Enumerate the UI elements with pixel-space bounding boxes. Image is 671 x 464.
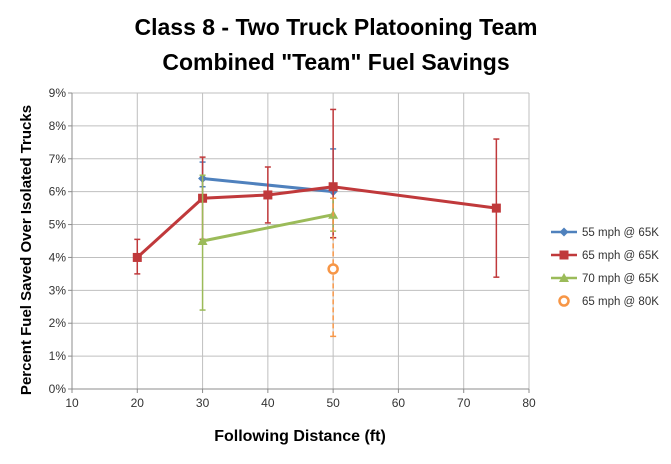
legend-label: 55 mph @ 65K <box>582 227 659 239</box>
data-point <box>197 236 208 245</box>
x-tick-label: 50 <box>326 396 340 410</box>
chart-title-line-1: Class 8 - Two Truck Platooning Team <box>134 14 537 40</box>
data-point <box>491 203 501 213</box>
x-axis-label: Following Distance (ft) <box>214 428 386 445</box>
data-point <box>132 252 142 262</box>
legend-label: 70 mph @ 65K <box>582 273 659 285</box>
legend-label: 65 mph @ 65K <box>582 250 659 262</box>
series-layer <box>132 108 501 338</box>
grid <box>72 92 530 389</box>
x-tick-label: 40 <box>261 396 275 410</box>
y-tick-label: 7% <box>49 152 67 166</box>
labels: Class 8 - Two Truck Platooning Team Comb… <box>18 14 538 445</box>
legend-label: 65 mph @ 80K <box>582 296 659 308</box>
x-tick-label: 80 <box>522 396 536 410</box>
legend-swatch-marker <box>559 273 569 282</box>
legend-entry-3: 65 mph @ 80K <box>558 295 659 308</box>
x-tick-label: 60 <box>392 396 406 410</box>
legend-swatch-marker <box>559 227 569 237</box>
legend-entry-0: 55 mph @ 65K <box>551 227 659 239</box>
y-tick-label: 0% <box>49 382 67 396</box>
y-tick-label: 4% <box>49 250 67 264</box>
data-point <box>328 182 338 192</box>
x-tick-label: 20 <box>131 396 145 410</box>
y-tick-label: 6% <box>49 185 67 199</box>
series-3 <box>327 197 339 338</box>
y-tick-label: 5% <box>49 218 67 232</box>
data-point <box>327 263 339 275</box>
legend-swatch-marker <box>559 250 569 260</box>
axes: 0% 1% 2% 3% 4% 5% 6% 7% 8% 9% 10 20 30 40 50 60 70 80 <box>49 86 536 410</box>
chart-title-line-2: Combined "Team" Fuel Savings <box>162 49 509 75</box>
y-tick-label: 1% <box>49 349 67 363</box>
x-tick-label: 10 <box>65 396 79 410</box>
data-point <box>263 190 273 200</box>
legend-entry-2: 70 mph @ 65K <box>551 273 659 285</box>
legend-swatch-marker <box>558 295 570 307</box>
y-axis-label: Percent Fuel Saved Over Isolated Trucks <box>18 105 35 395</box>
x-tick-label: 70 <box>457 396 471 410</box>
series-line <box>202 213 334 243</box>
y-tick-label: 8% <box>49 119 67 133</box>
series-1 <box>132 108 501 278</box>
series-line <box>136 185 497 259</box>
x-tick-label: 30 <box>196 396 210 410</box>
y-tick-label: 2% <box>49 316 67 330</box>
legend: 55 mph @ 65K 65 mph @ 65K 70 mph @ 65K 65 m… <box>551 227 659 308</box>
legend-entry-1: 65 mph @ 65K <box>551 250 659 262</box>
y-tick-label: 9% <box>49 86 67 100</box>
y-tick-label: 3% <box>49 283 67 297</box>
